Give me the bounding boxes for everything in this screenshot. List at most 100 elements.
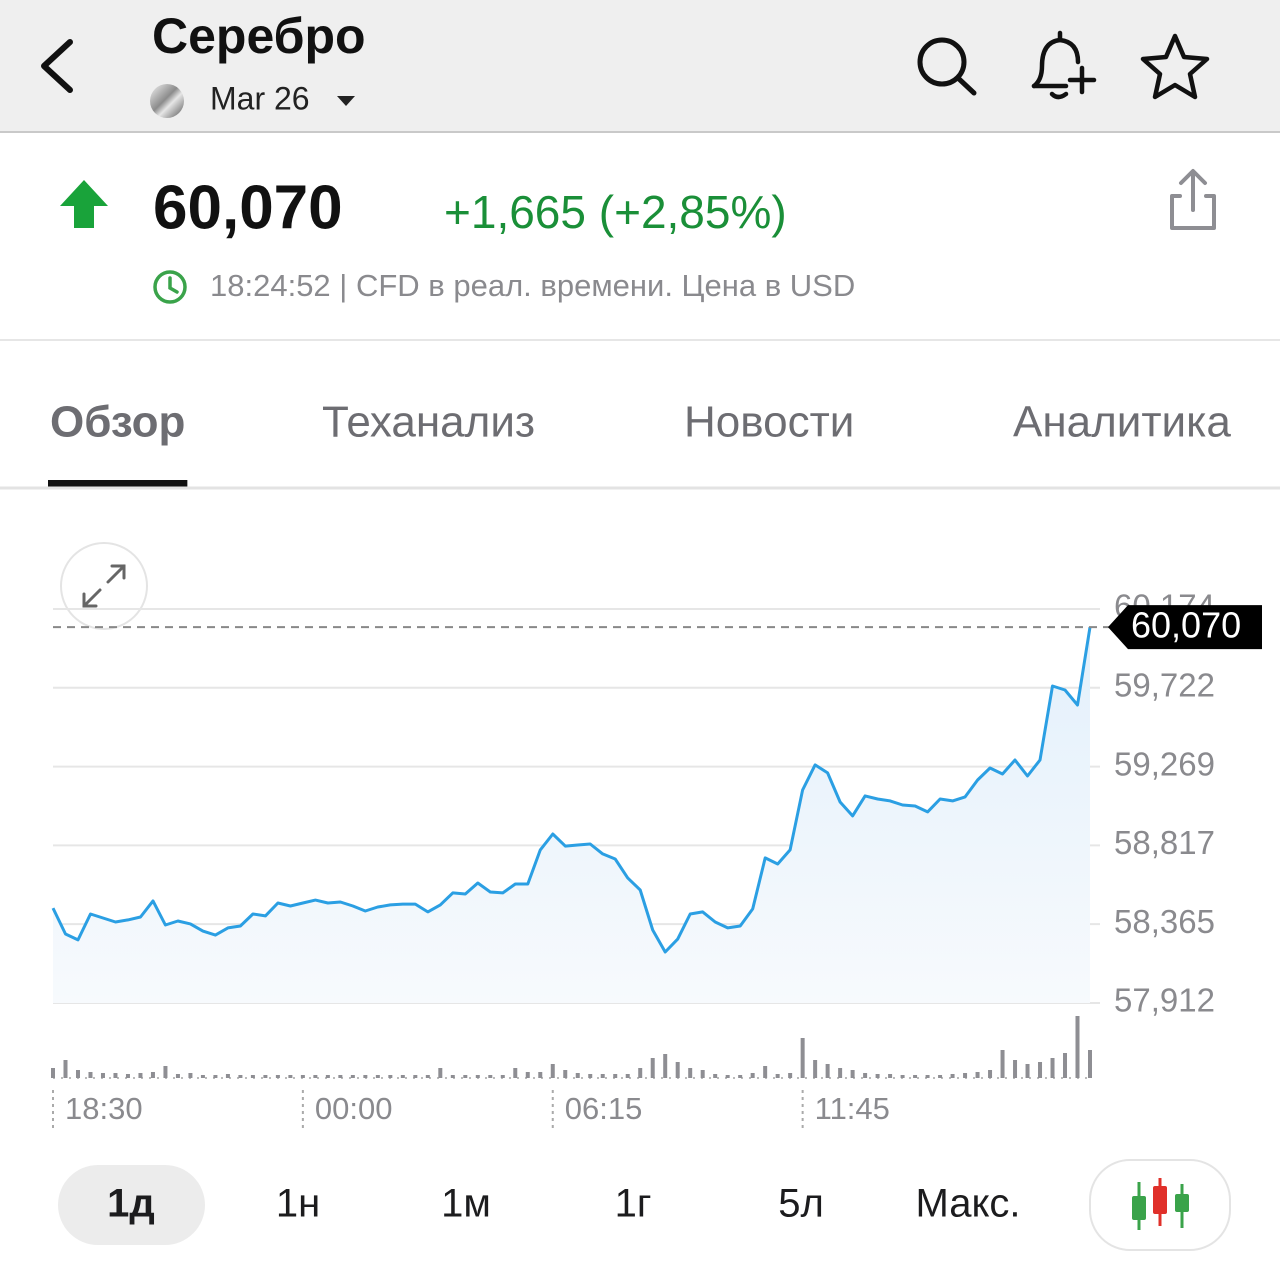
volume-bar	[188, 1073, 193, 1078]
time-note: 18:24:52 | CFD в реал. времени. Цена в U…	[210, 268, 855, 303]
volume-bar	[350, 1075, 355, 1078]
volume-bar	[1075, 1016, 1080, 1078]
up-arrow	[60, 180, 108, 228]
volume-bar	[138, 1073, 143, 1078]
volume-bar	[125, 1074, 130, 1078]
tab[interactable]: Аналитика	[1013, 398, 1231, 447]
volume-bar	[550, 1064, 555, 1078]
volume-bar	[650, 1058, 655, 1078]
range-button[interactable]: 1г	[615, 1182, 652, 1226]
active-tab-underline	[48, 480, 188, 487]
price: 60,070	[153, 173, 343, 242]
volume-bar	[488, 1075, 493, 1078]
volume-bar	[1088, 1050, 1092, 1078]
volume-bar	[51, 1068, 55, 1078]
volume-bar	[363, 1075, 368, 1078]
area-fill	[53, 627, 1090, 1003]
last-value-label: 60,070	[1131, 605, 1241, 646]
asset-icon	[150, 84, 184, 118]
contract-dropdown[interactable]	[337, 96, 355, 106]
price-line	[51, 626, 1092, 954]
volume-bar	[875, 1074, 880, 1078]
range-button[interactable]: 1м	[441, 1182, 491, 1226]
volume-bar	[275, 1075, 280, 1078]
volume-bar	[388, 1075, 393, 1078]
header-bar	[0, 0, 1280, 132]
x-tick-label: 11:45	[815, 1091, 890, 1126]
volume-bar	[588, 1074, 593, 1078]
last-value-badge	[1108, 605, 1262, 650]
volume-bar	[1050, 1058, 1055, 1078]
volume-bar	[238, 1075, 243, 1078]
y-tick-label: 59,269	[1114, 745, 1215, 782]
range-button[interactable]: 5л	[778, 1182, 824, 1226]
title: Серебро	[152, 8, 366, 64]
volume-bar	[700, 1070, 705, 1078]
volume-bar	[925, 1075, 930, 1078]
volume-bar	[263, 1075, 268, 1078]
volume-bar	[163, 1066, 168, 1078]
volume-bar	[1013, 1060, 1018, 1078]
volume-bar	[450, 1075, 455, 1078]
volume-bar	[313, 1075, 318, 1078]
y-tick-label: 57,912	[1114, 982, 1215, 1019]
volume-bar	[575, 1073, 580, 1078]
tab[interactable]: Новости	[684, 398, 854, 447]
back-button[interactable]	[41, 39, 73, 93]
volume-bar	[813, 1060, 818, 1078]
contract[interactable]: Mar 26	[210, 80, 310, 116]
volume-bar	[563, 1070, 568, 1078]
volume-bar	[375, 1075, 380, 1078]
volume-bar	[913, 1075, 918, 1078]
volume-bar	[763, 1066, 768, 1078]
volume-bar	[788, 1073, 793, 1078]
expand-button[interactable]	[60, 542, 148, 630]
volume-bar	[88, 1072, 93, 1078]
volume-bar	[775, 1074, 780, 1078]
clock-icon	[153, 270, 187, 304]
volume-bar	[800, 1038, 805, 1078]
tab[interactable]: Теханализ	[322, 398, 535, 447]
x-tick-label: 00:00	[315, 1091, 393, 1126]
volume-bar	[938, 1075, 943, 1078]
volume-bar	[250, 1075, 255, 1078]
share-button[interactable]	[1170, 169, 1216, 230]
volume-bar	[150, 1072, 155, 1078]
volume-bar	[900, 1075, 905, 1078]
volume-bar	[413, 1075, 418, 1078]
volume-bar	[1000, 1050, 1005, 1078]
volume-bar	[838, 1068, 843, 1078]
candles-icon	[1132, 1178, 1189, 1230]
volume-bar	[638, 1068, 643, 1078]
volume-bar	[338, 1075, 343, 1078]
range-button[interactable]: Макс.	[915, 1182, 1020, 1226]
volume-bar	[850, 1070, 855, 1078]
volume-bar	[1063, 1053, 1068, 1078]
volume-bar	[325, 1075, 330, 1078]
volume-bar	[63, 1060, 68, 1078]
volume-bar	[538, 1072, 543, 1078]
range-button[interactable]: 1д	[107, 1182, 155, 1226]
volume-bar	[688, 1068, 693, 1078]
volume-bar	[300, 1075, 305, 1078]
volume-bar	[988, 1070, 993, 1078]
volume-bar	[425, 1075, 430, 1078]
favorite-button[interactable]	[1140, 33, 1210, 100]
volume-bar	[663, 1054, 668, 1078]
tab[interactable]: Обзор	[50, 398, 185, 447]
volume-bar	[75, 1070, 80, 1078]
volume-bar	[625, 1074, 630, 1078]
volume-bar	[963, 1073, 968, 1078]
volume-bar	[950, 1074, 955, 1078]
search-button[interactable]	[917, 37, 977, 96]
volume-bar	[200, 1075, 205, 1078]
volume-bar	[500, 1075, 505, 1078]
volume-bar	[863, 1073, 868, 1078]
alert-button[interactable]	[1031, 30, 1097, 100]
range-button[interactable]: 1н	[276, 1182, 320, 1226]
volume-bar	[750, 1073, 755, 1078]
y-tick-label: 59,722	[1114, 666, 1215, 703]
volume-bar	[288, 1075, 293, 1078]
volume-bar	[713, 1074, 718, 1078]
